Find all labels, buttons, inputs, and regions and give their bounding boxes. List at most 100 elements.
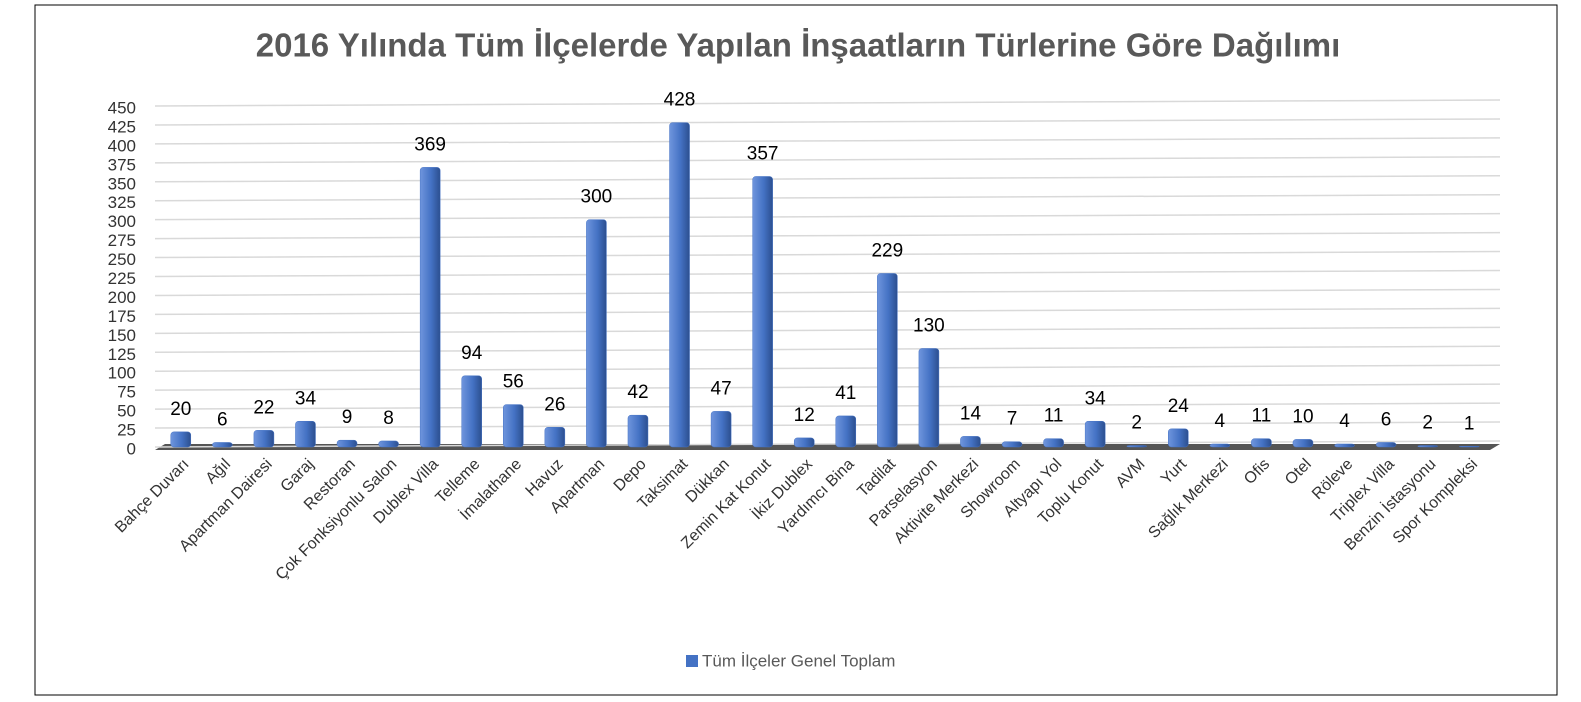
data-label: 300 bbox=[581, 187, 613, 208]
grid-line bbox=[154, 212, 1501, 221]
grid-line bbox=[154, 231, 1501, 240]
bar bbox=[752, 176, 773, 448]
grid-line bbox=[154, 402, 1501, 410]
data-label: 34 bbox=[295, 388, 317, 409]
data-label: 2 bbox=[1131, 413, 1142, 434]
data-label: 6 bbox=[217, 409, 228, 430]
y-tick-label: 100 bbox=[108, 364, 136, 383]
bar bbox=[710, 411, 732, 448]
bar bbox=[1001, 441, 1023, 448]
data-label: 2 bbox=[1422, 413, 1433, 434]
data-label: 47 bbox=[711, 378, 732, 399]
grid-line bbox=[154, 421, 1501, 429]
bar bbox=[419, 167, 441, 448]
bar bbox=[918, 348, 940, 448]
data-label: 4 bbox=[1215, 411, 1226, 432]
data-label: 428 bbox=[664, 90, 696, 111]
bar bbox=[877, 273, 898, 448]
data-label: 26 bbox=[544, 394, 565, 415]
data-label: 34 bbox=[1085, 388, 1107, 409]
y-tick-label: 450 bbox=[108, 98, 136, 117]
grid-line bbox=[154, 137, 1501, 145]
data-label: 1 bbox=[1464, 413, 1475, 434]
y-tick-label: 325 bbox=[108, 193, 136, 212]
grid-line bbox=[154, 118, 1501, 126]
data-label: 369 bbox=[414, 134, 446, 155]
grid-line bbox=[154, 99, 1501, 107]
data-label: 357 bbox=[747, 143, 779, 164]
legend-label: Tüm İlçeler Genel Toplam bbox=[702, 651, 895, 670]
bar bbox=[1043, 438, 1064, 448]
grid-line bbox=[154, 175, 1501, 183]
data-label: 12 bbox=[794, 405, 815, 426]
y-tick-label: 50 bbox=[117, 402, 136, 421]
grid-line bbox=[154, 345, 1501, 354]
legend-swatch bbox=[686, 655, 698, 667]
bar bbox=[835, 415, 857, 448]
bar bbox=[544, 427, 566, 448]
data-label: 41 bbox=[835, 383, 856, 404]
grid-line bbox=[154, 288, 1501, 297]
data-label: 11 bbox=[1044, 406, 1064, 427]
y-tick-label: 125 bbox=[108, 345, 136, 364]
bar bbox=[586, 219, 607, 448]
bar bbox=[253, 430, 275, 448]
bar bbox=[503, 404, 524, 448]
y-tick-label: 300 bbox=[108, 212, 136, 231]
data-label: 10 bbox=[1292, 406, 1313, 427]
data-label: 229 bbox=[871, 240, 903, 261]
data-label: 14 bbox=[960, 403, 982, 424]
bar bbox=[1458, 445, 1480, 448]
data-label: 42 bbox=[627, 382, 648, 403]
grid-line bbox=[154, 383, 1501, 391]
data-label: 4 bbox=[1339, 411, 1350, 432]
y-tick-label: 350 bbox=[108, 174, 136, 193]
grid-line bbox=[154, 156, 1501, 164]
bar bbox=[1168, 428, 1189, 448]
y-tick-label: 400 bbox=[108, 136, 136, 155]
data-label: 7 bbox=[1007, 409, 1018, 430]
y-tick-label: 175 bbox=[108, 307, 136, 326]
bar bbox=[960, 436, 981, 448]
grid-line bbox=[154, 364, 1501, 372]
data-label: 24 bbox=[1168, 396, 1190, 417]
grid-line bbox=[154, 269, 1501, 278]
bar bbox=[1292, 439, 1314, 448]
grid-line bbox=[154, 326, 1501, 335]
y-tick-label: 75 bbox=[117, 383, 136, 402]
data-label: 130 bbox=[913, 316, 945, 337]
bar bbox=[1251, 438, 1272, 448]
bar bbox=[378, 440, 399, 448]
bar bbox=[1417, 445, 1438, 448]
bar bbox=[793, 437, 815, 448]
y-tick-label: 225 bbox=[108, 269, 136, 288]
y-tick-label: 0 bbox=[127, 439, 136, 458]
y-tick-label: 200 bbox=[108, 288, 136, 307]
y-tick-label: 250 bbox=[108, 250, 136, 269]
bar bbox=[461, 375, 482, 448]
chart-title: 2016 Yılında Tüm İlçelerde Yapılan İnşaa… bbox=[256, 27, 1341, 64]
bar bbox=[669, 122, 690, 448]
bar bbox=[1375, 442, 1397, 448]
grid-line bbox=[154, 307, 1501, 316]
data-label: 56 bbox=[503, 372, 524, 393]
y-tick-label: 150 bbox=[108, 326, 136, 345]
data-label: 11 bbox=[1252, 406, 1272, 427]
grid-line bbox=[154, 250, 1501, 259]
bar bbox=[1209, 443, 1231, 448]
bar bbox=[295, 420, 316, 448]
grid-line bbox=[154, 193, 1501, 202]
data-label: 20 bbox=[170, 399, 191, 420]
bar bbox=[170, 431, 192, 448]
bar bbox=[1126, 445, 1147, 448]
bar bbox=[1334, 443, 1355, 448]
y-tick-label: 25 bbox=[117, 421, 136, 440]
data-label: 22 bbox=[253, 397, 274, 418]
bar bbox=[1084, 420, 1106, 448]
y-tick-label: 275 bbox=[108, 231, 136, 250]
data-label: 6 bbox=[1381, 409, 1392, 430]
y-tick-label: 375 bbox=[108, 155, 136, 174]
bar bbox=[212, 442, 233, 448]
bar bbox=[336, 439, 358, 448]
